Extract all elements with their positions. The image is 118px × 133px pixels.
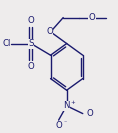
Text: O: O — [46, 27, 53, 36]
Text: S: S — [28, 39, 34, 48]
Text: Cl: Cl — [2, 39, 11, 48]
Text: O: O — [89, 13, 95, 22]
Text: O: O — [86, 109, 93, 118]
Text: O: O — [28, 16, 34, 25]
Text: O: O — [28, 62, 34, 71]
Text: N: N — [63, 101, 70, 110]
Text: O: O — [55, 121, 62, 130]
Text: +: + — [71, 100, 75, 105]
Text: ⁻: ⁻ — [63, 121, 67, 126]
